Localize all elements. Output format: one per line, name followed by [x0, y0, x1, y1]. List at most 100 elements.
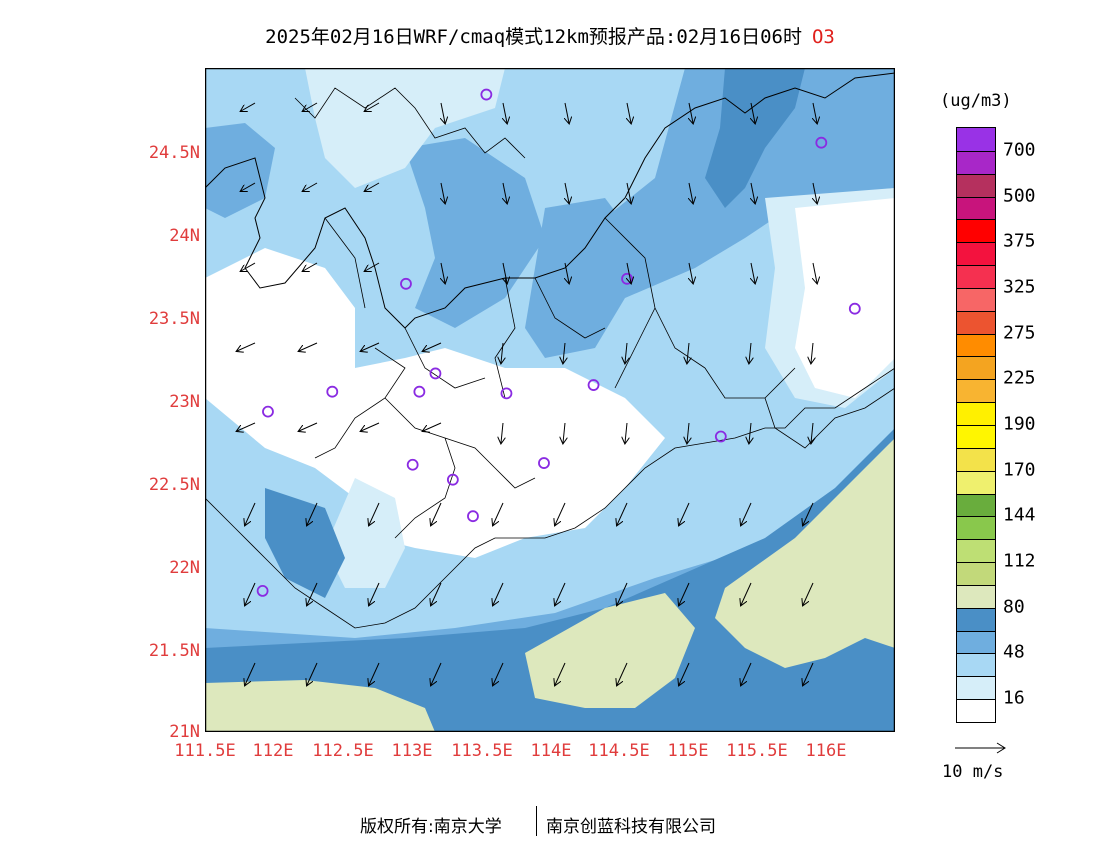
- field-band-16-west: [205, 248, 665, 558]
- station-marker: [429, 367, 442, 380]
- lat-label-21-5n: 21.5N: [148, 641, 200, 661]
- colorbar-swatch: [957, 562, 995, 585]
- wind-vector: [811, 422, 813, 443]
- lon-label-114e: 114E: [530, 741, 572, 761]
- wind-vector: [237, 342, 256, 351]
- colorbar-tick-label: 275: [1003, 322, 1036, 344]
- colorbar-swatch: [957, 584, 995, 608]
- colorbar-swatch: [957, 402, 995, 425]
- colorbar-tick-label: 112: [1003, 550, 1036, 572]
- wind-vector: [751, 102, 755, 123]
- wind-vector: [563, 422, 565, 443]
- pollutant-label: O3: [811, 26, 835, 48]
- colorbar-swatch: [957, 128, 995, 151]
- wind-vector: [307, 582, 318, 605]
- wind-vector: [687, 342, 689, 363]
- wind-reference-label: 10 m/s: [942, 762, 1004, 782]
- wind-vector: [503, 102, 507, 123]
- wind-vector: [493, 502, 504, 525]
- colorbar-swatch: [957, 379, 995, 403]
- lat-label-24-5n: 24.5N: [148, 143, 200, 163]
- colorbar-swatch: [957, 425, 995, 448]
- wind-vector: [423, 342, 442, 351]
- lon-label-112e: 112E: [252, 741, 294, 761]
- station-marker: [326, 385, 339, 398]
- wind-vector: [503, 182, 507, 203]
- wind-vector: [245, 662, 256, 685]
- colorbar-swatch: [957, 150, 995, 174]
- wind-vector: [369, 582, 380, 605]
- chart-title: 2025年02月16日WRF/cmaq模式12km预报产品:02月16日06时 O…: [0, 22, 1100, 49]
- field-band-80-northeast: [705, 68, 805, 208]
- wind-vector: [627, 182, 631, 203]
- wind-vector: [303, 182, 318, 191]
- wind-vector: [555, 582, 566, 605]
- wind-vector: [555, 662, 566, 685]
- wind-vector: [365, 182, 380, 191]
- wind-vector: [441, 262, 445, 283]
- colorbar-swatch: [957, 516, 995, 540]
- lon-label-115e: 115E: [667, 741, 709, 761]
- lat-label-22-5n: 22.5N: [148, 475, 200, 495]
- wind-vector: [679, 502, 690, 525]
- colorbar-tick-label: 225: [1003, 367, 1036, 389]
- station-marker: [406, 458, 419, 471]
- wind-vector: [741, 662, 752, 685]
- colorbar-tick-label: 80: [1003, 596, 1025, 618]
- wind-vector: [307, 502, 318, 525]
- wind-vector: [369, 662, 380, 685]
- lat-label-24n: 24N: [169, 226, 200, 246]
- colorbar-swatch: [957, 607, 995, 631]
- wind-vector: [245, 502, 256, 525]
- lon-label-113e: 113E: [391, 741, 433, 761]
- wind-vector: [803, 662, 814, 685]
- colorbar-swatch: [957, 699, 995, 722]
- station-marker: [256, 585, 269, 597]
- colorbar-swatch: [957, 630, 995, 654]
- wind-vector: [303, 102, 318, 111]
- province-border: [205, 72, 895, 329]
- wind-vector: [741, 582, 752, 605]
- wind-vector: [813, 182, 817, 203]
- wind-vector: [307, 662, 318, 685]
- wind-vector: [689, 102, 693, 123]
- colorbar-tick-label: 16: [1003, 687, 1025, 709]
- wind-vector: [241, 182, 256, 191]
- wind-vector: [803, 582, 814, 605]
- colorbar-swatch: [957, 539, 995, 563]
- lat-label-23-5n: 23.5N: [148, 309, 200, 329]
- station-marker: [480, 88, 493, 101]
- wind-vector: [689, 182, 693, 203]
- lon-label-111-5e: 111.5E: [174, 741, 236, 761]
- station-marker: [848, 302, 861, 315]
- wind-vector: [565, 102, 569, 123]
- wind-vector: [441, 182, 445, 203]
- wind-vector: [627, 102, 631, 123]
- colorbar-swatch: [957, 356, 995, 380]
- field-band-80-south: [205, 428, 895, 732]
- wind-vector: [689, 262, 693, 283]
- wind-vector: [431, 502, 442, 525]
- wind-vector: [241, 102, 256, 111]
- wind-vector: [431, 582, 442, 605]
- field-band-96-offshore: [525, 593, 695, 708]
- wind-vector: [441, 102, 445, 123]
- wind-vector: [245, 582, 256, 605]
- wind-vector: [565, 182, 569, 203]
- lon-label-114-5e: 114.5E: [588, 741, 650, 761]
- lon-label-116e: 116E: [805, 741, 847, 761]
- wind-reference-arrow: [955, 742, 1006, 754]
- wind-vector: [503, 262, 507, 283]
- wind-vector: [303, 262, 318, 271]
- wind-vector: [617, 582, 628, 605]
- field-band-96-sw: [205, 680, 435, 732]
- wind-vector: [365, 102, 380, 111]
- wind-vector: [493, 662, 504, 685]
- field-band-96-coast: [715, 438, 895, 668]
- lon-label-112-5e: 112.5E: [312, 741, 374, 761]
- lat-label-21n: 21N: [169, 722, 200, 742]
- field-band-64-north: [205, 123, 275, 218]
- station-marker: [815, 136, 828, 149]
- station-marker: [413, 385, 426, 398]
- title-text: 2025年02月16日WRF/cmaq模式12km预报产品:02月16日06时: [265, 26, 802, 48]
